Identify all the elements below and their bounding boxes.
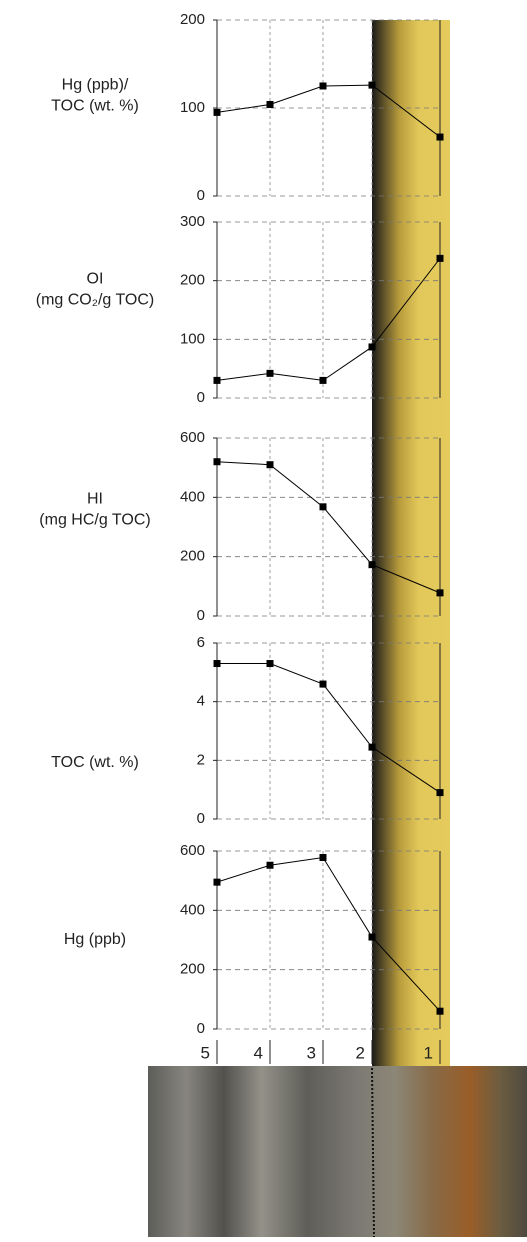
y-axis-label: TOC (wt. %) bbox=[51, 98, 139, 115]
y-axis-label: TOC (wt. %) bbox=[51, 754, 139, 771]
y-tick-label: 600 bbox=[180, 429, 205, 446]
data-point bbox=[368, 81, 376, 89]
y-tick-label: 100 bbox=[180, 330, 205, 347]
data-point bbox=[213, 878, 221, 886]
y-tick-label: 0 bbox=[197, 810, 205, 827]
y-tick-label: 200 bbox=[180, 11, 205, 28]
data-point bbox=[213, 458, 221, 466]
y-tick-label: 400 bbox=[180, 488, 205, 505]
data-point bbox=[436, 1007, 444, 1015]
data-point bbox=[266, 861, 274, 869]
y-tick-label: 4 bbox=[197, 693, 205, 710]
highlight-band bbox=[372, 20, 450, 1066]
x-tick-label: 4 bbox=[254, 1043, 263, 1062]
y-axis-label: (mg HC/g TOC) bbox=[39, 512, 150, 529]
data-point bbox=[266, 369, 274, 377]
y-tick-label: 2 bbox=[197, 751, 205, 768]
y-tick-label: 0 bbox=[197, 607, 205, 624]
data-point bbox=[319, 854, 327, 862]
x-tick-label: 3 bbox=[307, 1043, 316, 1062]
data-point bbox=[436, 789, 444, 797]
data-point bbox=[368, 933, 376, 941]
y-axis-label: Hg (ppb) bbox=[64, 931, 126, 948]
y-tick-label: 0 bbox=[197, 1020, 205, 1037]
y-tick-label: 400 bbox=[180, 901, 205, 918]
data-point bbox=[319, 82, 327, 90]
data-point bbox=[266, 660, 274, 668]
y-axis-label: OI bbox=[87, 271, 104, 288]
data-point bbox=[319, 680, 327, 688]
data-point bbox=[266, 461, 274, 469]
y-tick-label: 0 bbox=[197, 389, 205, 406]
data-point bbox=[266, 100, 274, 108]
data-point bbox=[368, 743, 376, 751]
data-point bbox=[213, 660, 221, 668]
y-tick-label: 200 bbox=[180, 961, 205, 978]
y-tick-label: 6 bbox=[197, 634, 205, 651]
y-tick-label: 600 bbox=[180, 842, 205, 859]
core-photo-shade bbox=[148, 1066, 527, 1237]
data-point bbox=[436, 254, 444, 262]
boundary-line bbox=[371, 1067, 375, 1238]
y-axis-label: HI bbox=[87, 491, 103, 508]
data-point bbox=[213, 108, 221, 116]
data-point bbox=[319, 376, 327, 384]
x-tick-label: 1 bbox=[424, 1043, 433, 1062]
y-tick-label: 300 bbox=[180, 213, 205, 230]
data-point bbox=[368, 561, 376, 569]
data-point bbox=[368, 343, 376, 351]
y-axis-label: Hg (ppb)/ bbox=[62, 77, 129, 94]
data-point bbox=[436, 589, 444, 597]
y-tick-label: 0 bbox=[197, 187, 205, 204]
y-tick-label: 200 bbox=[180, 548, 205, 565]
x-tick-label: 5 bbox=[201, 1043, 210, 1062]
data-point bbox=[319, 503, 327, 511]
y-tick-label: 200 bbox=[180, 272, 205, 289]
y-axis-label: (mg CO₂/g TOC) bbox=[36, 292, 155, 309]
data-point bbox=[213, 376, 221, 384]
core-photo bbox=[148, 1066, 527, 1237]
x-tick-label: 2 bbox=[356, 1043, 365, 1062]
data-point bbox=[436, 133, 444, 141]
y-tick-label: 100 bbox=[180, 99, 205, 116]
